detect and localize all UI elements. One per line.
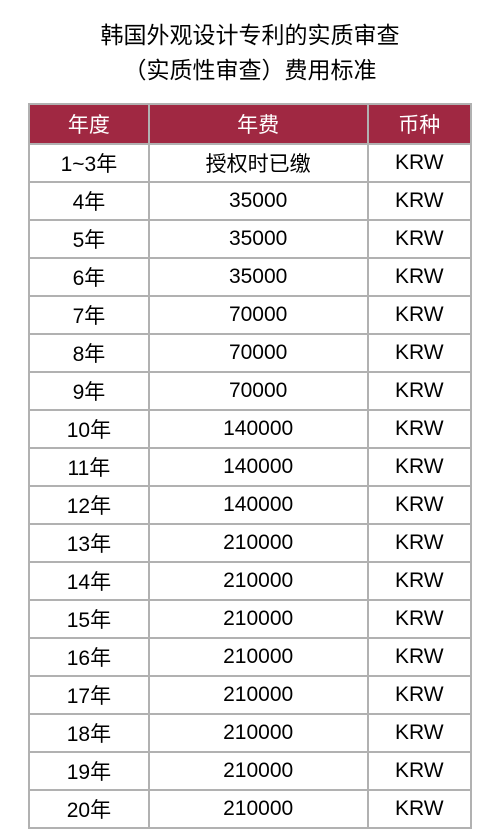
table-row: 8年70000KRW: [29, 334, 471, 372]
table-row: 11年140000KRW: [29, 448, 471, 486]
table-row: 20年210000KRW: [29, 790, 471, 828]
table-cell: 14年: [29, 562, 149, 600]
table-cell: 210000: [149, 600, 368, 638]
fee-table: 年度 年费 币种 1~3年授权时已缴KRW4年35000KRW5年35000KR…: [28, 103, 472, 829]
table-row: 17年210000KRW: [29, 676, 471, 714]
table-cell: KRW: [368, 600, 472, 638]
table-cell: 35000: [149, 220, 368, 258]
table-header-row: 年度 年费 币种: [29, 104, 471, 144]
table-cell: 210000: [149, 524, 368, 562]
table-row: 6年35000KRW: [29, 258, 471, 296]
table-cell: 140000: [149, 410, 368, 448]
table-cell: KRW: [368, 676, 472, 714]
col-fee: 年费: [149, 104, 368, 144]
table-cell: 12年: [29, 486, 149, 524]
table-cell: KRW: [368, 372, 472, 410]
table-cell: 70000: [149, 372, 368, 410]
table-cell: 4年: [29, 182, 149, 220]
table-row: 12年140000KRW: [29, 486, 471, 524]
table-cell: 140000: [149, 448, 368, 486]
table-cell: KRW: [368, 638, 472, 676]
table-cell: 210000: [149, 714, 368, 752]
table-cell: 35000: [149, 182, 368, 220]
table-cell: 11年: [29, 448, 149, 486]
table-cell: 18年: [29, 714, 149, 752]
table-row: 15年210000KRW: [29, 600, 471, 638]
col-currency: 币种: [368, 104, 472, 144]
table-cell: KRW: [368, 144, 472, 182]
table-row: 13年210000KRW: [29, 524, 471, 562]
table-cell: 8年: [29, 334, 149, 372]
title-line-1: 韩国外观设计专利的实质审查: [101, 22, 400, 48]
table-cell: 70000: [149, 296, 368, 334]
table-cell: KRW: [368, 182, 472, 220]
table-cell: 70000: [149, 334, 368, 372]
table-row: 18年210000KRW: [29, 714, 471, 752]
table-cell: KRW: [368, 562, 472, 600]
table-row: 9年70000KRW: [29, 372, 471, 410]
table-cell: KRW: [368, 220, 472, 258]
table-cell: 13年: [29, 524, 149, 562]
table-cell: KRW: [368, 714, 472, 752]
table-body: 1~3年授权时已缴KRW4年35000KRW5年35000KRW6年35000K…: [29, 144, 471, 828]
table-row: 19年210000KRW: [29, 752, 471, 790]
table-row: 4年35000KRW: [29, 182, 471, 220]
table-row: 5年35000KRW: [29, 220, 471, 258]
table-cell: 210000: [149, 638, 368, 676]
table-row: 1~3年授权时已缴KRW: [29, 144, 471, 182]
table-row: 14年210000KRW: [29, 562, 471, 600]
table-cell: KRW: [368, 486, 472, 524]
table-cell: 210000: [149, 790, 368, 828]
table-row: 7年70000KRW: [29, 296, 471, 334]
table-cell: 6年: [29, 258, 149, 296]
table-cell: KRW: [368, 524, 472, 562]
col-year: 年度: [29, 104, 149, 144]
table-cell: KRW: [368, 752, 472, 790]
table-cell: KRW: [368, 296, 472, 334]
table-cell: KRW: [368, 258, 472, 296]
table-cell: 授权时已缴: [149, 144, 368, 182]
table-cell: 5年: [29, 220, 149, 258]
table-cell: 210000: [149, 752, 368, 790]
table-row: 10年140000KRW: [29, 410, 471, 448]
table-cell: 19年: [29, 752, 149, 790]
table-cell: 1~3年: [29, 144, 149, 182]
table-cell: KRW: [368, 334, 472, 372]
table-cell: 9年: [29, 372, 149, 410]
table-cell: 20年: [29, 790, 149, 828]
table-cell: 15年: [29, 600, 149, 638]
table-cell: KRW: [368, 448, 472, 486]
table-cell: 7年: [29, 296, 149, 334]
table-cell: 16年: [29, 638, 149, 676]
title-line-2: （实质性审查）费用标准: [124, 57, 377, 83]
table-cell: 10年: [29, 410, 149, 448]
table-cell: 140000: [149, 486, 368, 524]
table-cell: 210000: [149, 562, 368, 600]
table-cell: 35000: [149, 258, 368, 296]
table-cell: KRW: [368, 790, 472, 828]
page-title: 韩国外观设计专利的实质审查 （实质性审查）费用标准: [28, 18, 472, 87]
table-cell: 210000: [149, 676, 368, 714]
table-cell: 17年: [29, 676, 149, 714]
table-row: 16年210000KRW: [29, 638, 471, 676]
table-cell: KRW: [368, 410, 472, 448]
